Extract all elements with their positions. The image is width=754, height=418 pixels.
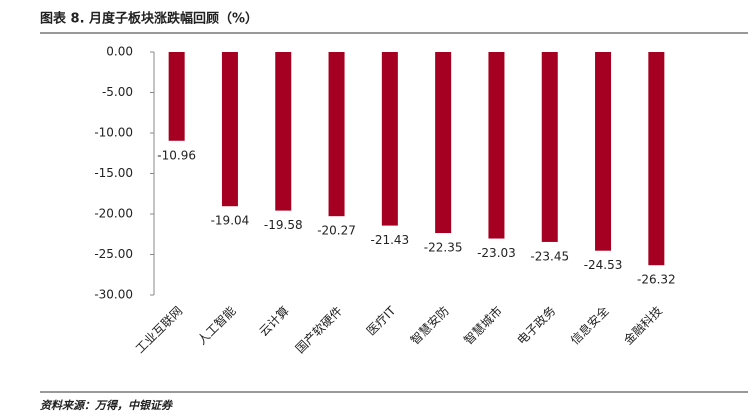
data-label: -19.58 bbox=[264, 218, 303, 232]
bar bbox=[488, 52, 505, 239]
y-tick-label: 0.00 bbox=[106, 45, 133, 59]
data-label: -23.45 bbox=[530, 249, 569, 263]
data-label: -26.32 bbox=[637, 273, 676, 287]
x-tick-label: 国产软硬件 bbox=[293, 304, 345, 356]
x-tick-label: 智慧安防 bbox=[407, 303, 452, 348]
bar bbox=[221, 52, 238, 207]
bar bbox=[275, 52, 292, 211]
bar bbox=[595, 52, 612, 251]
data-label: -24.53 bbox=[584, 258, 623, 272]
x-tick-label: 医疗IT bbox=[364, 303, 399, 338]
data-label: -10.96 bbox=[157, 148, 196, 162]
x-tick-label: 工业互联网 bbox=[133, 304, 185, 356]
x-tick-label: 人工智能 bbox=[194, 303, 239, 348]
bar bbox=[328, 52, 345, 217]
bar bbox=[381, 52, 398, 226]
x-tick-label: 金融科技 bbox=[620, 303, 665, 348]
x-tick-label: 云计算 bbox=[256, 303, 292, 339]
data-label: -21.43 bbox=[371, 233, 410, 247]
bar bbox=[541, 52, 558, 242]
data-label: -20.27 bbox=[317, 224, 356, 238]
source-note: 资料来源：万得，中银证券 bbox=[40, 399, 173, 412]
data-label: -19.04 bbox=[211, 214, 250, 228]
bar bbox=[435, 52, 452, 234]
x-tick-label: 电子政务 bbox=[514, 303, 559, 348]
bar bbox=[168, 52, 185, 141]
data-label: -23.03 bbox=[477, 246, 516, 260]
y-tick-label: -25.00 bbox=[94, 247, 133, 261]
y-tick-label: -10.00 bbox=[94, 126, 133, 140]
y-tick-label: -15.00 bbox=[94, 166, 133, 180]
x-tick-label: 智慧城市 bbox=[460, 303, 505, 348]
y-tick-label: -5.00 bbox=[102, 85, 133, 99]
data-label: -22.35 bbox=[424, 241, 463, 255]
y-tick-label: -30.00 bbox=[94, 288, 133, 302]
bar bbox=[648, 52, 665, 266]
x-tick-label: 信息安全 bbox=[567, 303, 612, 348]
chart-title: 图表 8. 月度子板块涨跌幅回顾（%） bbox=[40, 11, 258, 27]
y-tick-label: -20.00 bbox=[94, 207, 133, 221]
